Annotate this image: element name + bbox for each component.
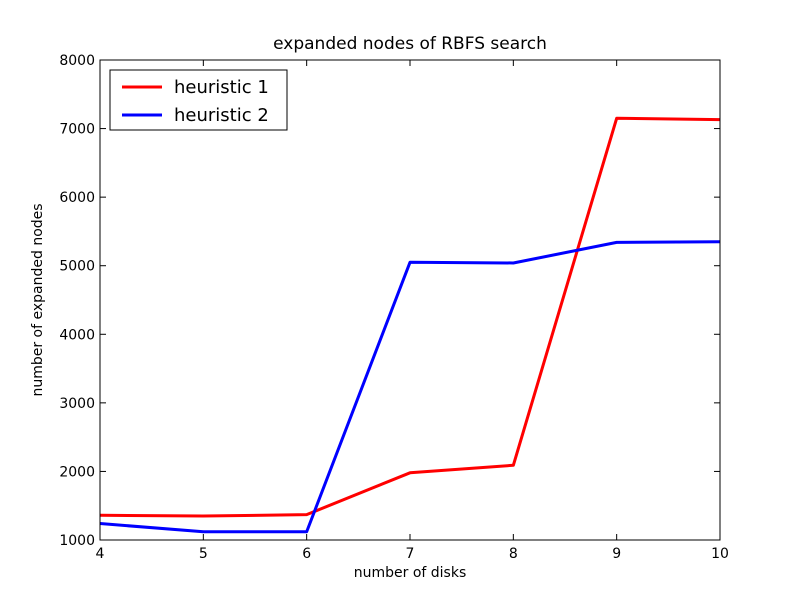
y-tick-label: 1000 bbox=[59, 533, 95, 549]
x-tick-label: 9 bbox=[612, 546, 621, 562]
x-tick-label: 6 bbox=[302, 546, 311, 562]
y-tick-label: 8000 bbox=[59, 53, 95, 69]
plot-background bbox=[100, 60, 720, 540]
chart-title: expanded nodes of RBFS search bbox=[273, 34, 547, 54]
y-tick-label: 2000 bbox=[59, 464, 95, 480]
series-layer bbox=[99, 116, 721, 534]
x-tick-label: 10 bbox=[711, 546, 729, 562]
plot-area: 4 5 6 7 8 9 10 1000 2000 3000 4000 5000 6000 7000 8000 bbox=[59, 53, 729, 562]
legend-label-heuristic-1: heuristic 1 bbox=[174, 77, 269, 98]
legend-label-heuristic-2: heuristic 2 bbox=[174, 105, 269, 126]
x-tick-label: 4 bbox=[96, 546, 105, 562]
x-tick-label: 7 bbox=[406, 546, 415, 562]
legend-box bbox=[109, 69, 288, 131]
x-tick-label: 5 bbox=[199, 546, 208, 562]
x-axis-title: number of disks bbox=[354, 565, 467, 581]
y-tick-label: 7000 bbox=[59, 122, 95, 138]
tick-layer: 4 5 6 7 8 9 10 1000 2000 3000 4000 5000 6000 7000 8000 bbox=[59, 53, 729, 562]
y-tick-label: 5000 bbox=[59, 259, 95, 275]
legend: heuristic 1 heuristic 2 bbox=[109, 69, 288, 131]
x-tick-label: 8 bbox=[509, 546, 518, 562]
y-tick-label: 6000 bbox=[59, 190, 95, 206]
y-tick-label: 4000 bbox=[59, 327, 95, 343]
y-axis-title: number of expanded nodes bbox=[30, 203, 46, 396]
y-tick-label: 3000 bbox=[59, 396, 95, 412]
